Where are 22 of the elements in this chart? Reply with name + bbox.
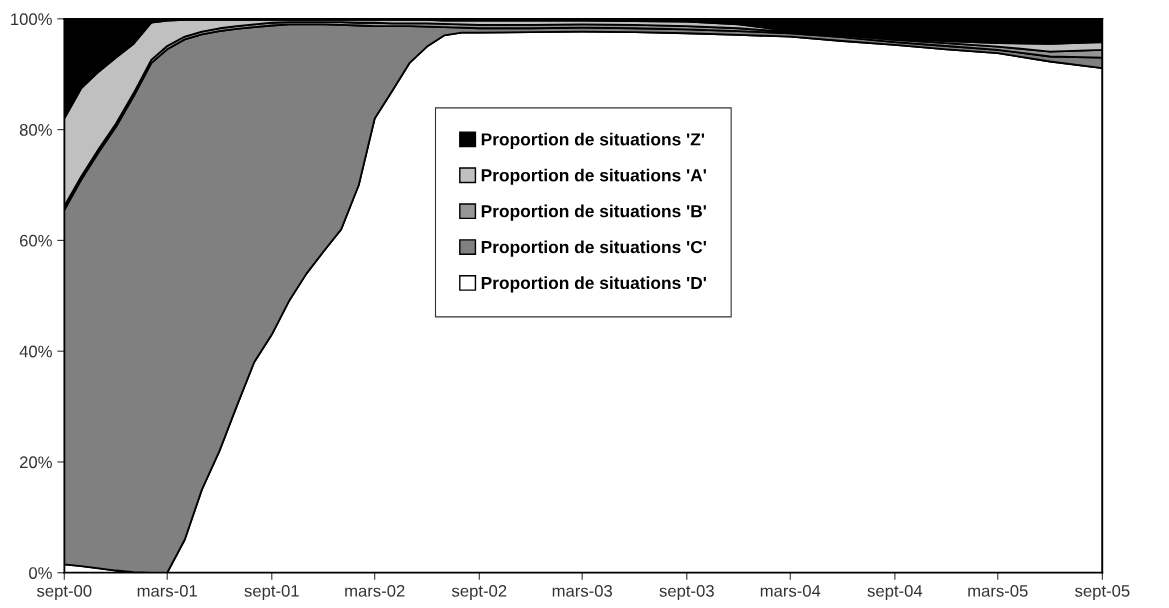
x-tick-label: sept-02 bbox=[451, 584, 507, 601]
x-tick-label: sept-01 bbox=[244, 584, 299, 601]
x-tick-label: sept-00 bbox=[36, 584, 92, 601]
x-tick-label: mars-02 bbox=[345, 584, 405, 597]
x-tick-label: mars-05 bbox=[968, 584, 1028, 597]
x-tick-label: sept-03 bbox=[659, 584, 714, 601]
x-tick-label: mars-03 bbox=[552, 584, 613, 597]
series-label: Proportion de situations 'B' bbox=[481, 204, 706, 221]
series-label: Proportion de situations 'Z' bbox=[481, 132, 705, 149]
x-tick-label: mars-04 bbox=[760, 584, 821, 597]
y-tick-label: 20% bbox=[19, 456, 52, 469]
y-tick-label: 80% bbox=[19, 124, 52, 136]
x-tick-label: sept-04 bbox=[867, 584, 923, 601]
series-label: Proportion de situations 'D' bbox=[481, 276, 706, 293]
x-tick-label: sept-05 bbox=[1075, 584, 1130, 601]
y-tick-label: 60% bbox=[19, 234, 52, 247]
y-tick-label: 40% bbox=[19, 345, 52, 358]
y-tick-label: 0% bbox=[29, 567, 52, 579]
y-tick-label: 100% bbox=[11, 13, 52, 26]
x-tick-label: mars-01 bbox=[137, 584, 197, 597]
series-label: Proportion de situations 'C' bbox=[481, 240, 706, 257]
series-label: Proportion de situations 'A' bbox=[481, 168, 706, 185]
